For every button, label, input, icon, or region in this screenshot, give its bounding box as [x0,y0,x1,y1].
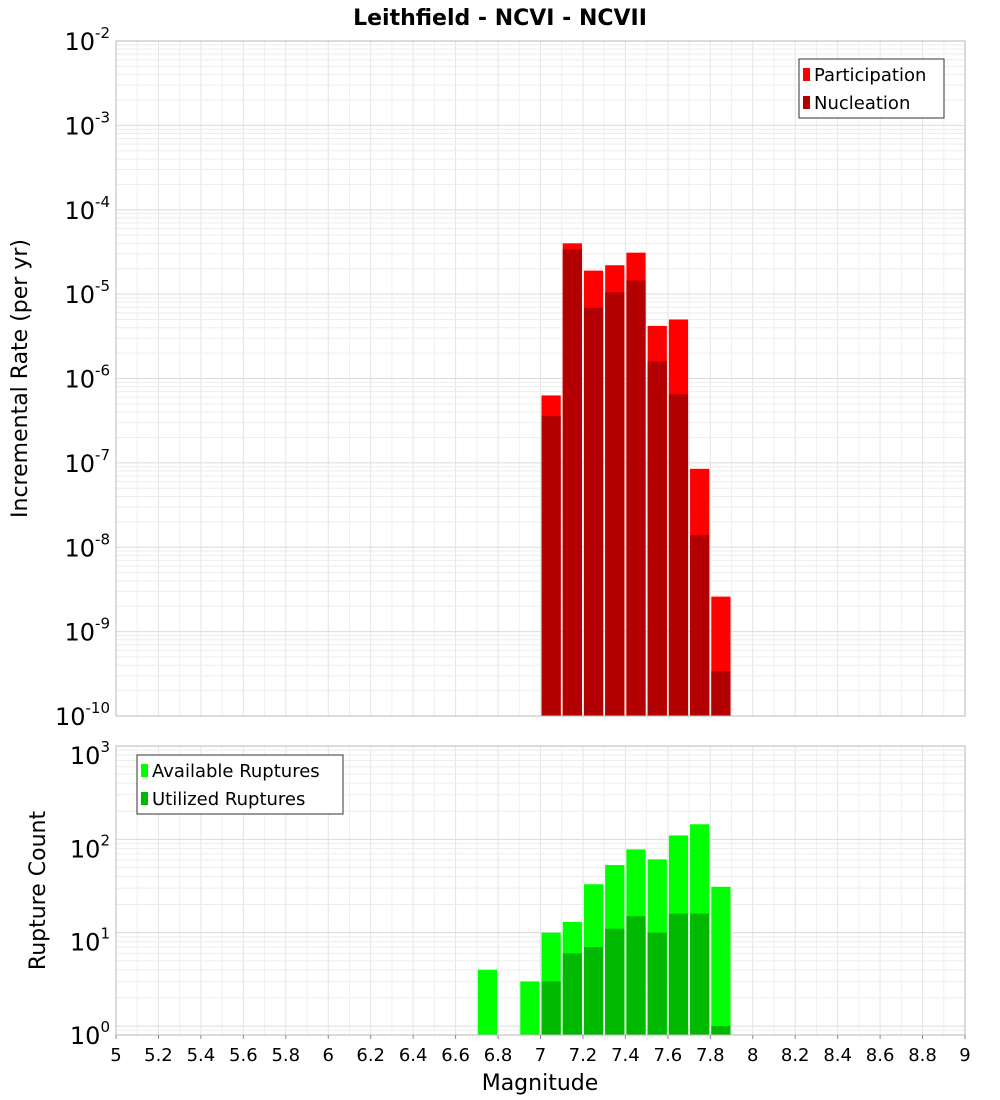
legend: Available Ruptures Utilized Ruptures [136,754,344,815]
x-tick-label: 6 [323,1045,334,1066]
y-axis-title: Incremental Rate (per yr) [8,239,33,518]
x-tick-label: 8.6 [866,1045,895,1066]
grid [115,40,966,717]
series-nucleation [541,249,731,716]
legend-swatch [141,792,148,805]
x-tick-label: 7 [535,1045,546,1066]
x-tick-label: 8.8 [908,1045,937,1066]
y-tick-label: 10-4 [64,193,110,225]
bar [562,953,582,1035]
bar [562,249,582,716]
x-tick-label: 7.6 [654,1045,683,1066]
y-tick-label: 10-5 [64,277,110,309]
legend-swatch [141,764,148,777]
legend: Participation Nucleation [798,58,945,119]
x-tick-label: 8.4 [823,1045,852,1066]
y-tick-label: 10-8 [64,530,110,562]
bar [690,534,710,716]
y-tick-label: 10-7 [64,446,110,478]
series-utilized-ruptures [541,913,731,1035]
bar [605,928,625,1035]
plot-border [115,40,966,717]
x-tick-label: 6.6 [441,1045,470,1066]
y-axis-title: Rupture Count [26,811,51,971]
y-tick-label: 10-3 [64,108,110,140]
x-tick-label: 7.2 [569,1045,598,1066]
x-tick-label: 6.4 [399,1045,428,1066]
bar [541,415,561,716]
bar [690,913,710,1035]
x-tick-label: 7.4 [611,1045,640,1066]
bar [605,292,625,716]
y-tick-label: 10-2 [64,24,110,56]
bar [477,969,498,1035]
x-tick-label: 5.6 [229,1045,258,1066]
legend-label: Nucleation [814,93,910,114]
y-tick-labels: 100 101 102 103 [70,738,110,1050]
bar [583,947,604,1035]
y-tick-label: 101 [70,925,110,957]
bar [711,886,731,1035]
legend-box [798,58,945,119]
legend-swatch [803,96,810,109]
bottom-panel: 100 101 102 103 Rupture Count Available Ruptu… [26,738,966,1050]
y-tick-label: 10-10 [55,699,110,731]
x-tick-label: 8.2 [781,1045,810,1066]
bar [626,916,646,1035]
bar [520,981,540,1035]
bar [668,913,689,1035]
x-tick-label: 6.8 [484,1045,513,1066]
legend-label: Utilized Ruptures [152,789,305,810]
legend-label: Participation [814,65,926,86]
bar [668,394,689,716]
bar [541,981,561,1035]
y-tick-label: 10-6 [64,362,110,394]
chart-title: Leithfield - NCVI - NCVII [353,6,647,31]
x-tick-label: 5.8 [271,1045,300,1066]
y-tick-labels: 10-10 10-9 10-8 10-7 10-6 10-5 10-4 10-3 10-2 [55,24,110,731]
bar [647,932,667,1035]
x-tick-label: 9 [959,1045,970,1066]
bar [626,280,646,716]
top-panel: 10-10 10-9 10-8 10-7 10-6 10-5 10-4 10-3 10-2 Inc… [8,24,966,731]
x-tick-label: 5.2 [144,1045,173,1066]
x-tick-label: 5.4 [187,1045,216,1066]
x-axis-title: Magnitude [482,1071,599,1096]
bar [711,671,731,716]
legend-label: Available Ruptures [152,761,320,782]
y-tick-label: 100 [70,1018,110,1050]
bar [647,361,667,716]
y-tick-label: 10-9 [64,615,110,647]
bar [711,1025,731,1035]
legend-swatch [803,68,810,81]
x-tick-label: 6.2 [356,1045,385,1066]
bar [583,307,604,716]
x-tick-label: 7.8 [696,1045,725,1066]
legend-box [136,754,344,815]
y-tick-label: 102 [70,831,110,863]
x-tick-label: 8 [747,1045,758,1066]
x-tick-label: 5 [110,1045,121,1066]
y-tick-label: 103 [70,738,110,770]
x-axis: 5 5.2 5.4 5.6 5.8 6 6.2 6.4 6.6 6.8 7 7.2 7.4 7.6 7.8 8… [110,1035,971,1066]
